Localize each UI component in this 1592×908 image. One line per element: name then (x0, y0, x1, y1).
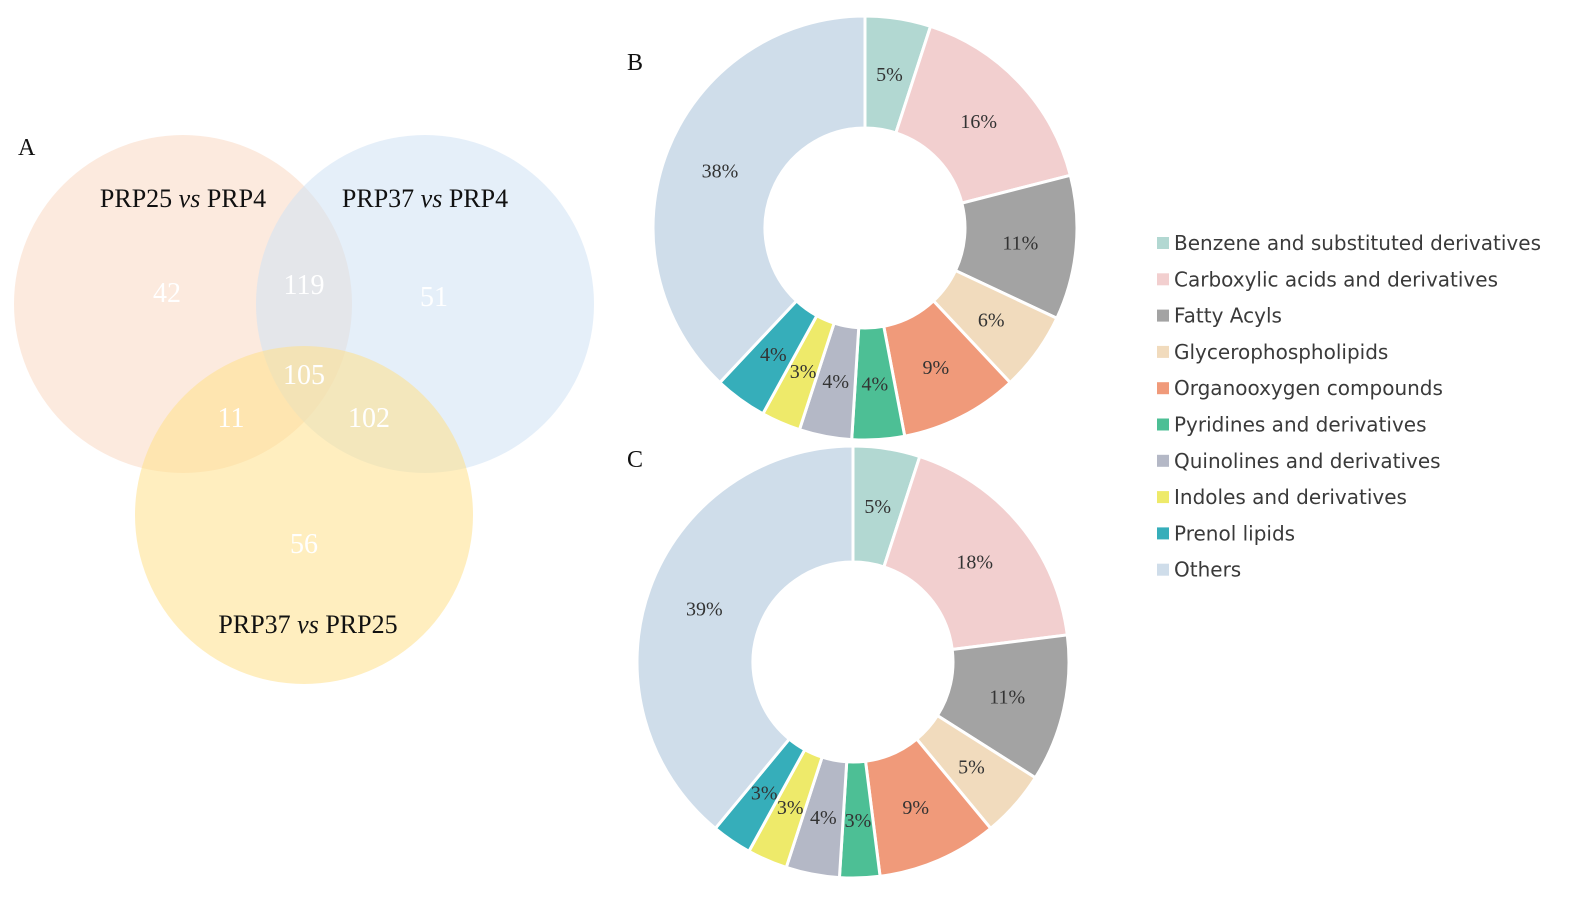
panel-letter-a: A (18, 135, 36, 161)
venn-diagram: A PRP25 vs PRP4 PRP37 vs PRP4 PRP37 vs P… (14, 135, 594, 684)
venn-set-label-3: PRP37 vs PRP25 (218, 610, 397, 639)
donut-chart-b: 5%16%11%6%9%4%4%3%4%38% (651, 14, 1079, 442)
donut-b-label-1: 5% (876, 64, 903, 86)
donut-b-label-2: 16% (960, 111, 997, 133)
venn-count-only-1: 42 (153, 278, 181, 309)
legend-swatch-2 (1157, 273, 1169, 286)
legend-swatch-3 (1157, 309, 1169, 322)
donut-c-label-3: 11% (989, 686, 1025, 708)
venn-count-1-3: 11 (218, 403, 245, 434)
donut-c-label-1: 5% (864, 496, 891, 518)
panel-letter-c: C (627, 447, 643, 473)
legend-label-9: Prenol lipids (1174, 521, 1295, 545)
donut-c-label-10: 39% (686, 598, 723, 620)
legend: Benzene and substituted derivatives Carbo… (1157, 231, 1541, 582)
legend-label-6: Pyridines and derivatives (1174, 413, 1427, 437)
venn-set-label-1: PRP25 vs PRP4 (100, 184, 266, 213)
donut-b-label-10: 38% (702, 161, 739, 183)
venn-count-1-2: 119 (284, 270, 325, 301)
legend-label-10: Others (1174, 558, 1241, 582)
legend-swatch-1 (1157, 237, 1169, 249)
donut-b-label-7: 4% (822, 371, 849, 393)
donut-c-label-6: 3% (845, 810, 872, 832)
donut-b-label-6: 4% (861, 374, 888, 396)
donut-b-label-9: 4% (760, 344, 787, 366)
donut-c-slice-2 (882, 454, 1069, 652)
legend-label-4: Glycerophospholipids (1174, 340, 1388, 364)
donut-b-slice-2 (894, 24, 1073, 205)
legend-label-2: Carboxylic acids and derivatives (1174, 267, 1498, 291)
legend-label-3: Fatty Acyls (1174, 304, 1282, 328)
venn-count-2-3: 102 (348, 403, 390, 434)
legend-label-5: Organooxygen compounds (1174, 376, 1443, 400)
legend-label-7: Quinolines and derivatives (1174, 449, 1441, 473)
legend-swatch-8 (1157, 491, 1169, 504)
legend-label-8: Indoles and derivatives (1174, 485, 1407, 509)
donut-chart-c: 5%18%11%5%9%3%4%3%3%39% (635, 444, 1071, 880)
venn-set-label-2: PRP37 vs PRP4 (342, 184, 508, 213)
donut-c-label-2: 18% (956, 551, 993, 573)
donut-c-slice-10 (635, 444, 855, 831)
donut-c-label-8: 3% (777, 797, 804, 819)
legend-swatch-10 (1157, 563, 1169, 576)
donut-c-label-5: 9% (902, 797, 929, 819)
legend-swatch-5 (1157, 382, 1169, 395)
venn-circle-prp37-vs-prp25 (135, 346, 473, 684)
venn-count-1-2-3: 105 (283, 360, 325, 391)
donut-b-label-8: 3% (790, 361, 817, 383)
donut-b-label-3: 11% (1002, 233, 1038, 255)
venn-count-only-2: 51 (420, 282, 448, 313)
donut-b-label-4: 6% (978, 310, 1005, 332)
donut-c-label-7: 4% (810, 807, 837, 829)
donut-b-slice-10 (651, 14, 867, 385)
legend-swatch-6 (1157, 418, 1169, 431)
legend-swatch-4 (1157, 345, 1169, 358)
panel-letter-b: B (627, 50, 643, 76)
legend-swatch-7 (1157, 454, 1169, 467)
legend-swatch-9 (1157, 527, 1169, 540)
venn-count-only-3: 56 (290, 529, 318, 560)
legend-label-1: Benzene and substituted derivatives (1174, 231, 1541, 255)
donut-c-label-9: 3% (751, 783, 778, 805)
donut-c-label-4: 5% (958, 756, 985, 778)
donut-b-label-5: 9% (922, 357, 949, 379)
